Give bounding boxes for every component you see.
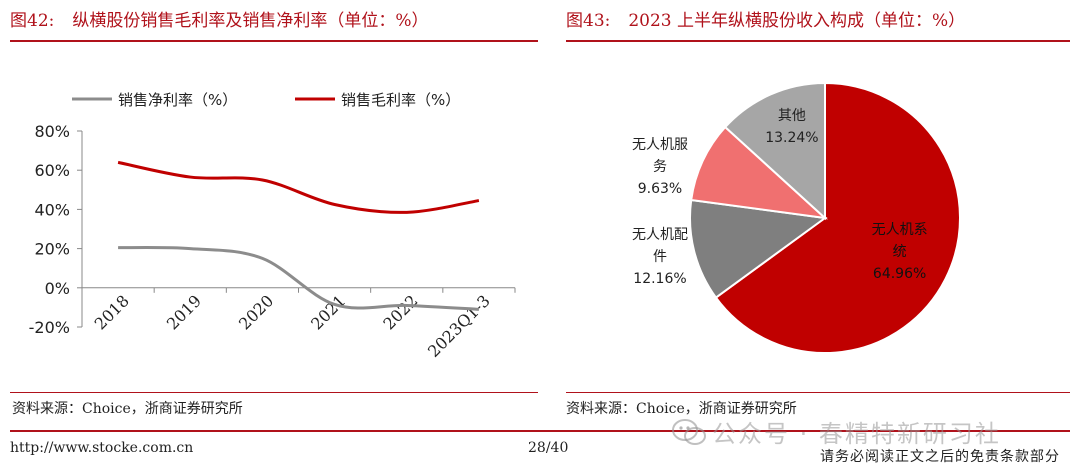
line-chart: 销售净利率（%） 销售毛利率（%） 80% 60% 40% 20% 0% -20% 201… bbox=[29, 91, 516, 361]
net-margin-line bbox=[118, 246, 479, 311]
pie-pct-label: 13.24% bbox=[765, 130, 818, 146]
footer-url[interactable]: http://www.stocke.com.cn bbox=[10, 440, 194, 456]
pie-category-label: 统 bbox=[893, 244, 907, 260]
right-source: 资料来源：Choice，浙商证券研究所 bbox=[566, 401, 797, 417]
disclaimer-note: 请务必阅读正文之后的免责条款部分 bbox=[820, 449, 1060, 465]
x-axis: 2018 2019 2020 2021 2022 2023Q1-3 bbox=[81, 287, 516, 361]
footer-rule bbox=[10, 430, 1070, 432]
y-axis: 80% 60% 40% 20% 0% -20% bbox=[29, 122, 83, 337]
watermark: 公众号 · 春精特新研习社 bbox=[712, 420, 1001, 448]
left-figure-caption: 纵横股份销售毛利率及销售净利率（单位：%） bbox=[72, 11, 429, 31]
pie-slice-other bbox=[723, 81, 826, 221]
pie-category-label: 其他 bbox=[778, 108, 806, 124]
wechat-icon bbox=[672, 419, 706, 445]
left-source: 资料来源：Choice，浙商证券研究所 bbox=[12, 401, 243, 417]
left-figure-number: 图42: bbox=[10, 11, 55, 31]
pie-pct-label: 9.63% bbox=[638, 181, 682, 197]
pie-category-label: 件 bbox=[653, 249, 667, 265]
pie-slice-systems bbox=[714, 81, 961, 354]
y-tick-label: 60% bbox=[34, 161, 70, 180]
x-tick-label: 2022 bbox=[379, 291, 421, 333]
left-source-rule bbox=[10, 392, 538, 393]
pie-slices bbox=[689, 81, 961, 354]
pie-pct-label: 64.96% bbox=[873, 266, 926, 282]
pie-slice-parts bbox=[689, 198, 828, 299]
page-number: 28/40 bbox=[528, 440, 569, 456]
pie-category-label: 务 bbox=[653, 159, 667, 175]
line-legend: 销售净利率（%） 销售毛利率（%） bbox=[72, 91, 460, 109]
y-tick-label: 0% bbox=[45, 279, 70, 298]
pie-category-label: 无人机系 bbox=[872, 222, 928, 238]
y-tick-label: 20% bbox=[34, 240, 70, 259]
right-title-rule bbox=[566, 40, 1070, 42]
right-figure-title: 图43: 2023 上半年纵横股份收入构成（单位：%） bbox=[566, 6, 965, 31]
right-source-rule bbox=[566, 392, 1070, 393]
gross-margin-line bbox=[117, 160, 480, 214]
series-layer bbox=[117, 160, 480, 311]
left-figure-title: 图42: 纵横股份销售毛利率及销售净利率（单位：%） bbox=[10, 6, 429, 31]
pie-slice-services bbox=[690, 125, 829, 220]
pie-category-label: 无人机配 bbox=[632, 227, 688, 243]
y-tick-label: 80% bbox=[34, 122, 70, 141]
x-tick-label: 2020 bbox=[235, 291, 277, 333]
pie-category-label: 无人机服 bbox=[632, 137, 688, 153]
x-tick-label: 2021 bbox=[307, 291, 349, 333]
legend-label-gross: 销售毛利率（%） bbox=[341, 91, 460, 109]
right-figure-number: 图43: bbox=[566, 11, 611, 31]
y-tick-label: -20% bbox=[29, 318, 70, 337]
left-title-rule bbox=[10, 40, 538, 42]
x-tick-label: 2018 bbox=[91, 291, 133, 333]
x-tick-label: 2023Q1-3 bbox=[424, 291, 494, 361]
pie-pct-label: 12.16% bbox=[633, 271, 686, 287]
x-tick-label: 2019 bbox=[163, 291, 205, 333]
right-figure-caption: 2023 上半年纵横股份收入构成（单位：%） bbox=[628, 11, 966, 31]
y-tick-label: 40% bbox=[34, 200, 70, 219]
legend-label-net: 销售净利率（%） bbox=[118, 91, 237, 109]
